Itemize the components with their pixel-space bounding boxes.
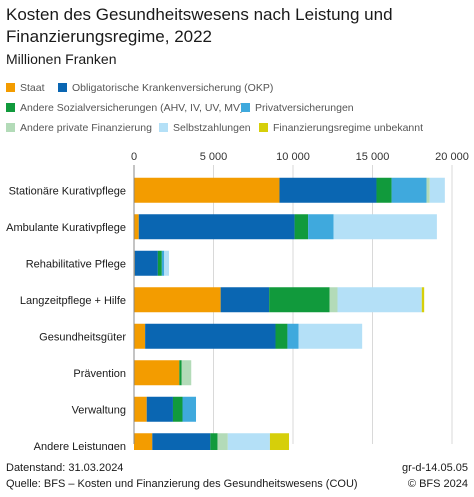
bar-segment: [134, 360, 180, 386]
bar-segment: [181, 360, 192, 386]
legend-item: Selbstzahlungen: [159, 122, 251, 134]
graphic-code: gr-d-14.05.05: [401, 462, 468, 474]
bar-segment: [138, 214, 295, 240]
bar-segment: [329, 287, 338, 313]
legend-label: Staat: [20, 82, 45, 94]
legend-label: Finanzierungsregime unbekannt: [273, 122, 424, 134]
bar-segment: [152, 433, 211, 450]
legend-swatch-staat: [6, 83, 15, 92]
x-tick-label: 10 000: [276, 151, 310, 163]
bar-segment: [179, 360, 182, 386]
chart-subtitle: Millionen Franken: [6, 51, 117, 67]
bar-segment: [172, 396, 183, 422]
bar-segment: [429, 177, 445, 203]
bar-segment: [134, 214, 139, 240]
bar-segment: [182, 396, 197, 422]
category-label: Ambulante Kurativpflege: [6, 222, 126, 234]
legend: Staat Obligatorische Krankenversicherung…: [0, 80, 474, 140]
legend-item: Obligatorische Krankenversicherung (OKP): [58, 82, 273, 94]
bar-segment: [391, 177, 427, 203]
legend-swatch-andere-private: [6, 123, 15, 132]
legend-swatch-unbekannt: [259, 123, 268, 132]
stacked-bar-chart: 0 5 000 10 000 15 000 20 000 Stationäre Kurat…: [6, 151, 469, 450]
bar-segment: [294, 214, 309, 240]
bar-segment: [269, 433, 290, 450]
bar-segment: [217, 433, 228, 450]
bar-segment: [287, 323, 299, 349]
bar-segment: [146, 396, 173, 422]
bar-segment: [134, 433, 153, 450]
chart-title: Kosten des Gesundheitswesens nach Leistu…: [6, 5, 393, 46]
bar-segment: [157, 250, 162, 276]
legend-label: Obligatorische Krankenversicherung (OKP): [72, 82, 274, 94]
bar-segment: [134, 287, 221, 313]
bar-segment: [227, 433, 270, 450]
legend-label: Andere private Finanzierung: [20, 122, 152, 134]
legend-swatch-okp: [58, 83, 67, 92]
legend-label: Privatversicherungen: [255, 102, 354, 114]
category-label: Rehabilitative Pflege: [26, 258, 126, 270]
x-tick-label: 5 000: [200, 151, 228, 163]
legend-swatch-selbstzahlungen: [159, 123, 168, 132]
bar-segment: [269, 287, 330, 313]
legend-item: Staat: [6, 82, 45, 94]
legend-label: Selbstzahlungen: [173, 122, 251, 134]
bar-segment: [308, 214, 334, 240]
bar-segment: [145, 323, 276, 349]
bar-segment: [376, 177, 392, 203]
bar-segment: [298, 323, 363, 349]
category-label: Prävention: [73, 368, 126, 380]
bar-segment: [333, 214, 437, 240]
bar-segment: [421, 287, 425, 313]
legend-item: Finanzierungsregime unbekannt: [259, 122, 423, 134]
bar-segment: [134, 177, 280, 203]
category-label: Langzeitpflege + Hilfe: [20, 295, 126, 307]
legend-swatch-sozialversicherungen: [6, 103, 15, 112]
x-tick-label: 15 000: [356, 151, 390, 163]
bar-segment: [164, 250, 169, 276]
bar-segment: [210, 433, 218, 450]
bar-segment: [279, 177, 377, 203]
x-tick-label: 20 000: [435, 151, 469, 163]
legend-item: Privatversicherungen: [241, 102, 354, 114]
category-label: Verwaltung: [72, 404, 126, 416]
bar-segment: [134, 396, 147, 422]
quelle: Quelle: BFS – Kosten und Finanzierung de…: [6, 478, 358, 490]
legend-swatch-privatversicherungen: [241, 103, 250, 112]
legend-label: Andere Sozialversicherungen (AHV, IV, UV…: [20, 102, 244, 114]
bar-segment: [275, 323, 288, 349]
category-label: Stationäre Kurativpflege: [9, 185, 126, 197]
bar-segment: [161, 250, 165, 276]
copyright: © BFS 2024: [407, 478, 468, 490]
bar-segment: [220, 287, 270, 313]
bar-segment: [337, 287, 422, 313]
category-label: Gesundheitsgüter: [39, 331, 126, 343]
legend-item: Andere Sozialversicherungen (AHV, IV, UV…: [6, 102, 244, 114]
legend-item: Andere private Finanzierung: [6, 122, 152, 134]
category-label: Andere Leistungen: [34, 441, 126, 450]
bar-segment: [426, 177, 430, 203]
bar-segment: [134, 250, 158, 276]
x-tick-label: 0: [131, 151, 137, 163]
datenstand: Datenstand: 31.03.2024: [6, 462, 124, 474]
bar-segment: [134, 323, 146, 349]
